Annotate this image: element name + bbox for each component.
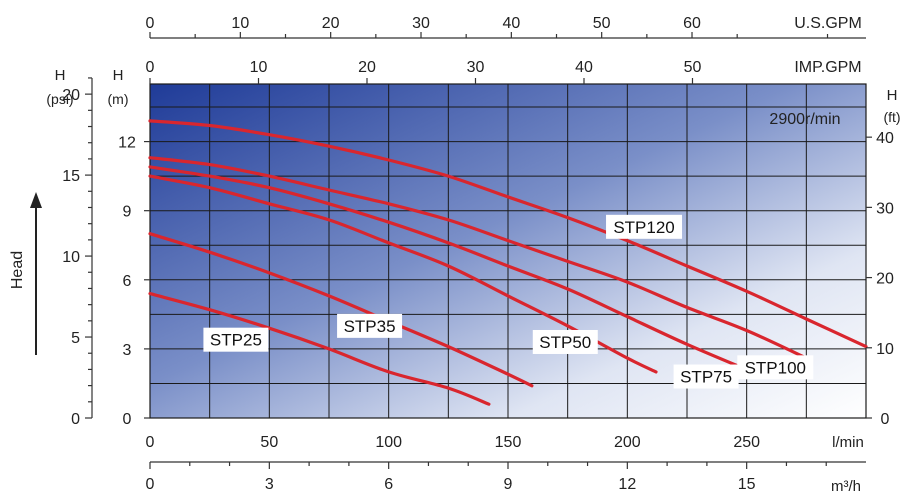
tick-label-us-gpm: 10 [231, 15, 249, 32]
tick-label-m3h: 6 [384, 476, 393, 493]
tick-label-us-gpm: 40 [502, 15, 520, 32]
curve-label-stp50: STP50 [532, 329, 598, 354]
curve-label-box [606, 214, 683, 239]
tick-label-us-gpm: 50 [593, 15, 611, 32]
curve-stp100 [148, 156, 808, 360]
tick-label-lmin: 0 [146, 434, 155, 451]
left-m-title: H [113, 67, 124, 84]
tick-label-psi: 0 [71, 411, 80, 428]
right-ft-unit: (ft) [883, 109, 900, 125]
tick-label-m3h: 9 [504, 476, 513, 493]
tick-label-m3h: 0 [146, 476, 155, 493]
tick-label-m3h: 15 [738, 476, 756, 493]
curve-stp120 [148, 119, 868, 349]
tick-label-us-gpm: 0 [146, 15, 155, 32]
tick-label-m: 6 [123, 273, 132, 290]
tick-label-imp-gpm: 10 [250, 59, 268, 76]
tick-label-m3h: 12 [618, 476, 636, 493]
curve-label-box [203, 327, 269, 352]
head-arrow-icon [30, 192, 42, 208]
tick-label-lmin: 50 [260, 434, 278, 451]
bottom-axis-label: l/min [832, 434, 864, 451]
curve-stp50 [148, 174, 658, 374]
curve-label-stp75: STP75 [673, 364, 739, 389]
tick-label-psi: 5 [71, 330, 80, 347]
curve-stp35 [148, 232, 534, 388]
curve-label-text: STP25 [210, 331, 262, 350]
tick-label-psi: 15 [62, 168, 80, 185]
left-m-unit: (m) [108, 91, 129, 107]
tick-label-imp-gpm: 0 [146, 59, 155, 76]
curve-label-text: STP35 [344, 317, 396, 336]
curve-labels-layer: STP25 STP35 STP50 STP75 STP100 STP120 [203, 214, 814, 389]
tick-label-m: 3 [123, 342, 132, 359]
tick-label-ft: 40 [876, 130, 894, 147]
tick-label-lmin: 200 [614, 434, 641, 451]
curve-label-text: STP120 [613, 218, 674, 237]
tick-label-m: 0 [123, 411, 132, 428]
curve-label-text: STP50 [539, 333, 591, 352]
curve-label-box [737, 355, 814, 380]
tick-label-imp-gpm: 30 [467, 59, 485, 76]
right-ft-title: H [887, 87, 898, 104]
tick-label-psi: 10 [62, 249, 80, 266]
tick-label-lmin: 150 [495, 434, 522, 451]
tick-label-lmin: 100 [375, 434, 402, 451]
tick-label-m3h: 3 [265, 476, 274, 493]
head-label: Head [9, 251, 26, 289]
curve-label-text: STP100 [745, 358, 806, 377]
curve-label-text: STP75 [680, 368, 732, 387]
tick-label-us-gpm: 60 [683, 15, 701, 32]
tick-label-lmin: 250 [733, 434, 760, 451]
tick-label-ft: 10 [876, 341, 894, 358]
curve-label-stp100: STP100 [737, 355, 814, 380]
plot-frame [149, 83, 867, 419]
tick-label-m: 9 [123, 204, 132, 221]
curve-label-stp25: STP25 [203, 327, 269, 352]
left-psi-title: H [55, 67, 66, 84]
tick-label-ft: 30 [876, 200, 894, 217]
curve-label-box [337, 313, 403, 338]
tick-label-us-gpm: 20 [322, 15, 340, 32]
curve-label-stp35: STP35 [337, 313, 403, 338]
curve-stp25 [148, 292, 491, 406]
curve-label-box [673, 364, 739, 389]
m3h-unit-text: m³/h [831, 478, 861, 495]
curve-label-box [532, 329, 598, 354]
left-psi-unit: (psi) [46, 91, 73, 107]
top-imp-axis-label: IMP.GPM [794, 59, 861, 76]
tick-label-ft: 0 [881, 411, 890, 428]
curve-stp75 [148, 165, 749, 372]
curve-label-stp120: STP120 [606, 214, 683, 239]
curves-layer [148, 119, 868, 406]
tick-label-us-gpm: 30 [412, 15, 430, 32]
tick-label-imp-gpm: 20 [358, 59, 376, 76]
tick-label-imp-gpm: 40 [575, 59, 593, 76]
tick-label-psi: 20 [62, 87, 80, 104]
m3h-axis-label: m³/h [831, 478, 861, 495]
tick-label-ft: 20 [876, 271, 894, 288]
speed-label: 2900r/min [769, 111, 840, 128]
tick-label-m: 12 [118, 135, 136, 152]
top-us-axis-label: U.S.GPM [794, 15, 862, 32]
tick-label-imp-gpm: 50 [684, 59, 702, 76]
